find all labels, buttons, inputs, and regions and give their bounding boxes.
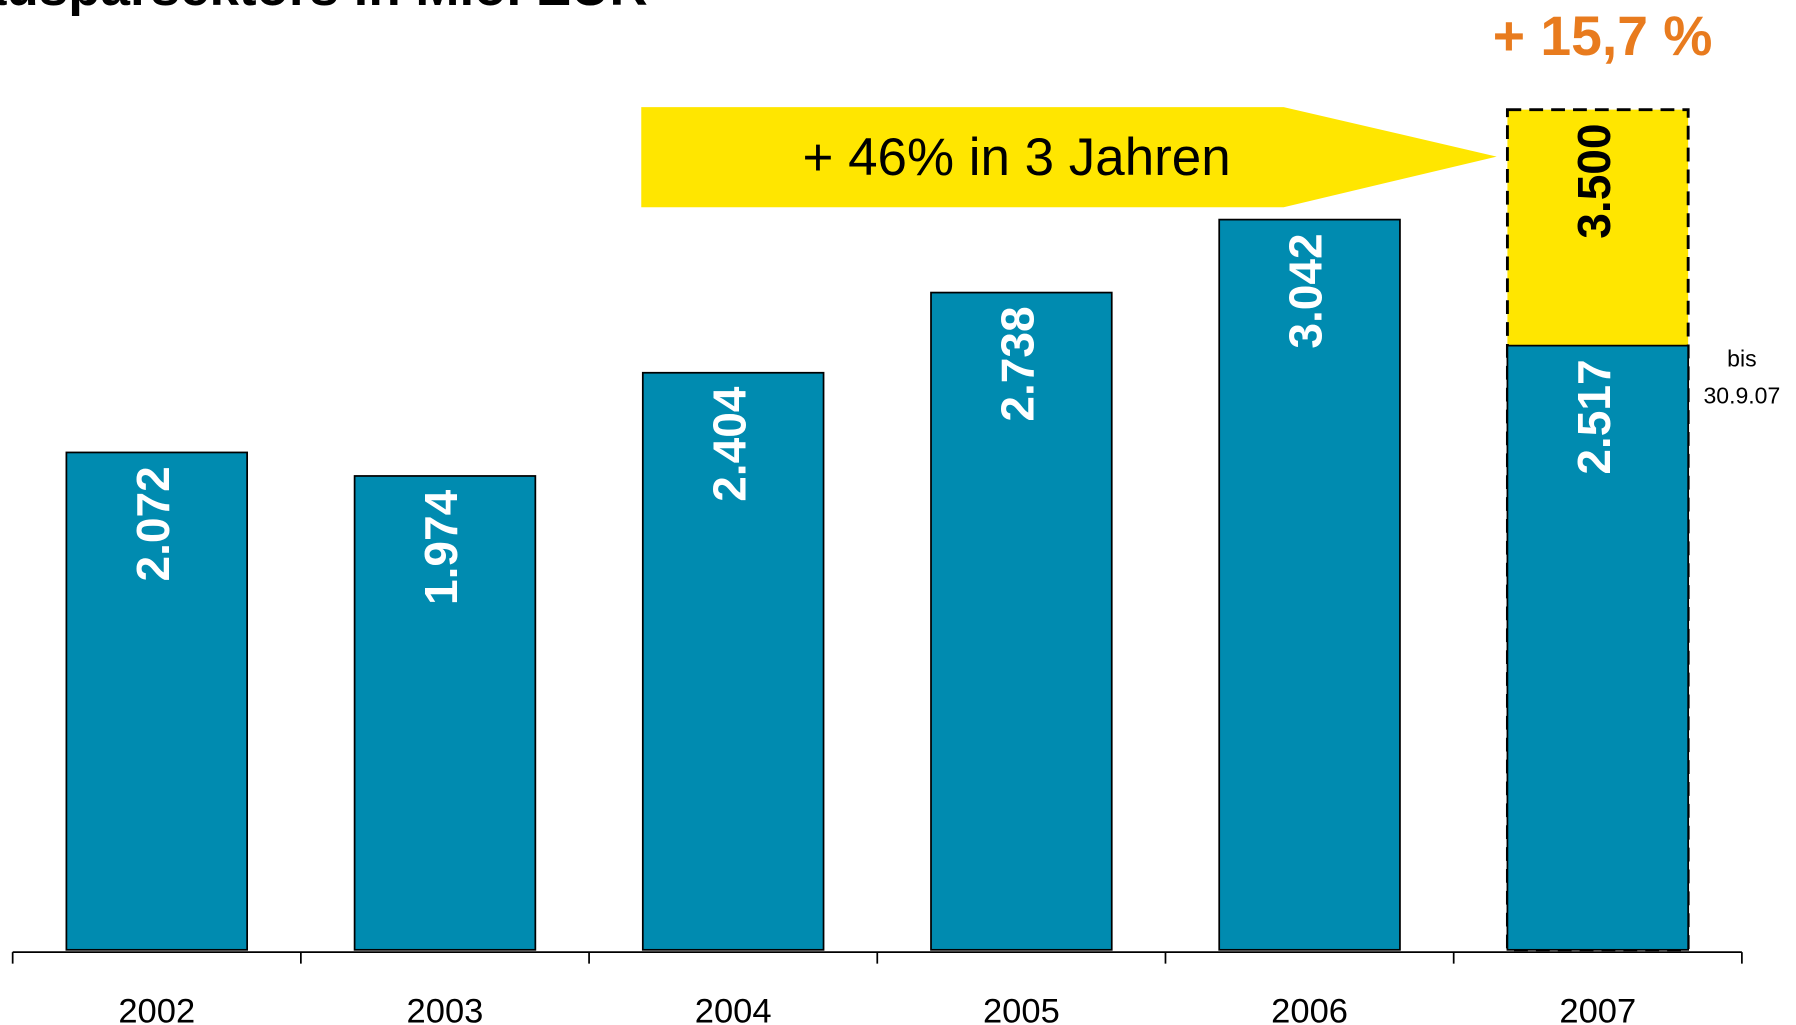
bar [65,451,249,951]
bar [1218,218,1401,951]
value-label: 3.500 [1568,123,1620,238]
bar [1506,344,1690,951]
value-label: 3.042 [1280,233,1332,348]
value-label: 2.072 [127,466,179,581]
growth-label: + 15,7 % [1493,5,1713,67]
value-label: 2.404 [703,386,755,502]
x-tick-label: 2004 [695,992,772,1025]
growth-arrow [641,107,1497,208]
x-tick-label: 2003 [407,992,484,1025]
chart-title: ausparsektors in Mio. EUR [0,0,648,17]
value-label: 2.738 [992,306,1044,421]
note: 30.9.07 [1703,382,1780,408]
bar [353,475,537,951]
growth-arrow-label: + 46% in 3 Jahren [802,128,1230,187]
bar [930,291,1113,951]
x-tick-label: 2005 [983,992,1060,1025]
x-tick-label: 2006 [1271,992,1348,1025]
note: bis [1727,345,1756,371]
value-label: 1.974 [415,489,467,605]
x-tick-label: 2002 [118,992,195,1025]
bar [641,371,825,951]
x-tick-label: 2007 [1559,992,1636,1025]
value-label: 2.517 [1568,359,1620,474]
